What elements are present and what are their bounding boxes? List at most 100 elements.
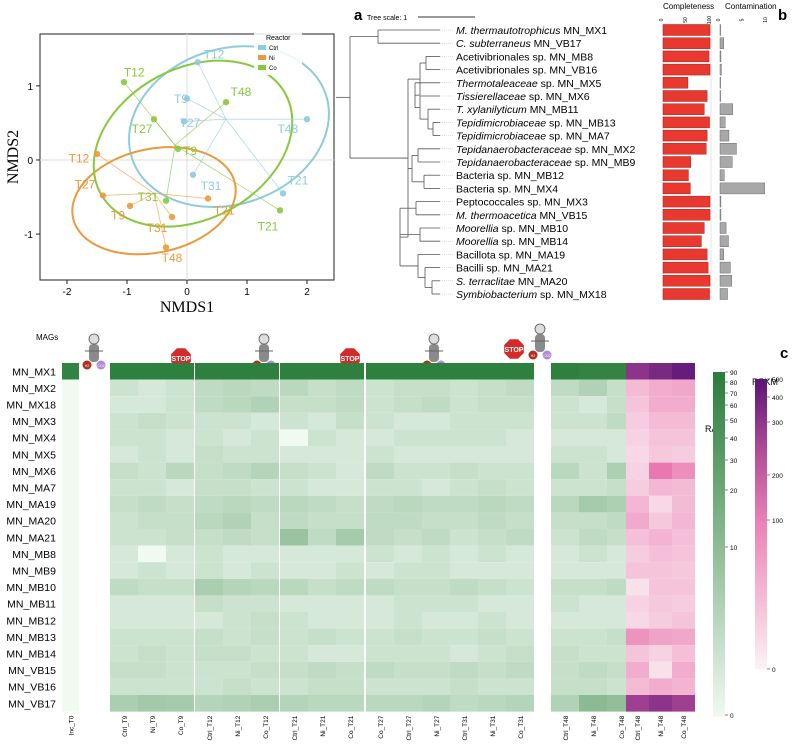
col-label: Ni_T9 xyxy=(150,715,157,733)
ra-cell xyxy=(478,578,506,596)
reactor-body xyxy=(535,334,545,352)
ra-cell xyxy=(195,512,223,529)
rpkm-cell xyxy=(626,462,649,480)
rpkm-cell xyxy=(626,628,649,646)
ra-cell xyxy=(506,545,534,563)
legend-swatch-ni xyxy=(258,55,266,60)
ra-cell xyxy=(551,495,579,513)
ra-cell xyxy=(450,678,478,695)
point-co-t12 xyxy=(120,78,128,86)
rpkm-cell xyxy=(626,578,649,596)
ra-cell xyxy=(450,628,478,646)
ra-cell xyxy=(336,363,364,380)
ra-cell xyxy=(579,678,607,695)
ra-cell xyxy=(506,379,534,397)
ra-cell xyxy=(579,645,607,662)
ra-cell xyxy=(478,479,506,496)
rpkm-tick-label: 200 xyxy=(772,473,783,480)
ra-cell xyxy=(336,379,364,397)
rpkm-cell xyxy=(626,512,649,529)
rpkm-cell xyxy=(672,628,695,646)
gauge-icon xyxy=(534,323,546,335)
contamination-bar xyxy=(719,169,725,181)
ra-cell xyxy=(366,545,394,563)
completeness-bar xyxy=(662,50,710,63)
point-label: T21 xyxy=(258,220,279,234)
point-ni-t48 xyxy=(162,244,170,251)
ra-cell xyxy=(478,529,506,546)
ra-cell xyxy=(308,628,336,646)
ra-cell xyxy=(579,412,607,430)
ra-cell xyxy=(138,578,166,596)
contamination-bar xyxy=(719,143,737,155)
contamination-bar xyxy=(719,235,729,247)
ra-cell xyxy=(506,628,534,646)
ra-cell xyxy=(280,396,308,413)
ra-cell xyxy=(579,462,607,480)
ra-cell xyxy=(394,562,422,579)
ra-cell xyxy=(110,412,138,430)
co2-label: CO2 xyxy=(97,364,104,368)
heatmap-event-icons: H2 CO2 STOP H2 CO2 STOP H2 CO2 STOP H2 CO2 xyxy=(82,323,552,370)
ra-cell xyxy=(251,612,279,629)
ra-cell xyxy=(251,695,279,712)
gauge-icon xyxy=(258,333,270,345)
rpkm-cell xyxy=(649,379,672,397)
ra-cell xyxy=(195,628,223,646)
ra-cell xyxy=(195,363,223,380)
ra-cell xyxy=(251,562,279,579)
ra-cell xyxy=(422,562,450,579)
ra-cell xyxy=(138,363,166,380)
ra-cell xyxy=(195,479,223,496)
completeness-bar xyxy=(662,103,705,115)
spoke xyxy=(102,192,155,196)
ra-cell xyxy=(308,429,336,446)
ra-cell xyxy=(579,495,607,513)
legend-label: Co xyxy=(269,66,277,72)
ra-cell xyxy=(450,462,478,480)
ra-cell xyxy=(422,595,450,612)
ra-cell xyxy=(336,479,364,496)
ra-cell xyxy=(366,412,394,430)
ra-cell xyxy=(195,412,223,430)
ra-cell xyxy=(62,363,79,380)
col-label: Ctrl_T27 xyxy=(406,715,413,740)
ra-cell xyxy=(506,412,534,430)
col-label: Co_T9 xyxy=(178,715,185,735)
ra-cell xyxy=(308,645,336,662)
ra-cell xyxy=(223,363,251,380)
ra-cell xyxy=(478,628,506,646)
point-co-t31 xyxy=(162,197,170,204)
ra-cell xyxy=(422,446,450,463)
ra-cell xyxy=(110,628,138,646)
ra-cell xyxy=(506,512,534,529)
contamination-bar xyxy=(719,103,733,115)
rpkm-cell xyxy=(626,545,649,563)
ra-cell xyxy=(110,479,138,496)
rpkm-cell xyxy=(626,446,649,463)
ra-cell xyxy=(251,363,279,380)
ra-cell xyxy=(62,595,79,612)
ra-cell xyxy=(308,661,336,679)
ra-cell xyxy=(195,396,223,413)
ra-cell xyxy=(506,645,534,662)
ra-cell xyxy=(308,512,336,529)
nmds-ylabel: NMDS2 xyxy=(5,130,22,184)
ra-cell xyxy=(223,612,251,629)
ra-cell xyxy=(195,529,223,546)
ra-cell xyxy=(138,695,166,712)
ra-cell xyxy=(551,512,579,529)
ra-tick-label: 90 xyxy=(730,370,738,377)
contamination-bar xyxy=(719,222,727,234)
ra-cell xyxy=(579,479,607,496)
co2-bubble xyxy=(96,360,106,370)
row-label: MN_VB16 xyxy=(8,682,56,694)
ra-cell xyxy=(166,446,194,463)
ra-cell xyxy=(551,412,579,430)
ra-cell xyxy=(223,695,251,712)
row-label: MN_MA7 xyxy=(12,483,56,495)
ra-cell xyxy=(478,612,506,629)
point-label: T31 xyxy=(201,179,222,193)
completeness-bar xyxy=(662,209,711,221)
taxon-label: Symbiobacterium sp. MN_MX18 xyxy=(456,289,607,301)
